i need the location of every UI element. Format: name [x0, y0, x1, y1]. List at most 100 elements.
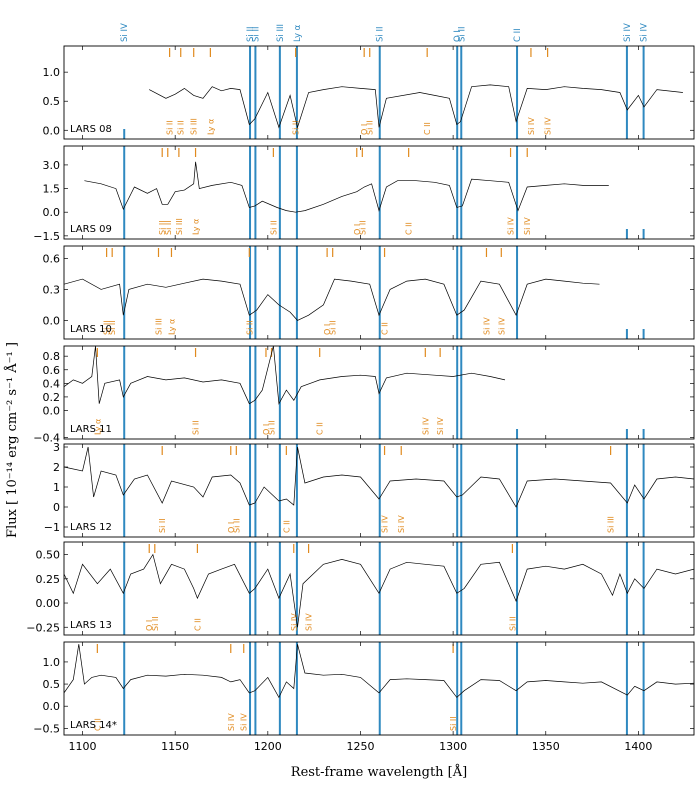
y-tick-label: 0.0	[43, 124, 61, 137]
y-tick-label: 0.0	[43, 700, 61, 713]
feature-label: Si II	[108, 320, 117, 335]
panel-frame	[63, 245, 695, 340]
feature-label: Si II	[269, 220, 278, 235]
x-tick-label: 1150	[161, 740, 189, 753]
y-tick-label: 0.25	[36, 573, 61, 586]
y-tick-label: 0.3	[43, 283, 61, 296]
feature-label: Si III	[607, 516, 616, 533]
feature-label: Ly α	[192, 219, 201, 235]
y-tick-label: 1	[53, 481, 60, 494]
panel-frame	[63, 443, 695, 538]
y-tick-label: 3.0	[43, 159, 61, 172]
y-tick-label: 0.0	[43, 314, 61, 327]
feature-label: C II	[193, 618, 202, 631]
panels: Si II Si II Si III Ly α Si II O ISi II C II Si …	[26, 45, 695, 736]
feature-label: C II	[423, 122, 432, 135]
feature-label: Si II	[177, 120, 186, 135]
y-tick-label: 0	[53, 501, 60, 514]
feature-label: Si IV	[544, 117, 553, 135]
feature-label: Si II	[508, 616, 517, 631]
feature-label: Si II	[158, 518, 167, 533]
feature-label: Si II	[449, 716, 458, 731]
spectrum-line	[84, 161, 609, 213]
y-tick-label: 0.6	[43, 252, 61, 265]
feature-label: Si IV	[240, 713, 249, 731]
panel-lars-11: Ly α Si II O ISi II C II Si IV Si IV−0.40.00.…	[33, 345, 695, 445]
y-tick-label: 0.5	[43, 95, 61, 108]
ism-top-label: Si III	[276, 24, 286, 42]
feature-label: Si III	[175, 218, 184, 235]
feature-label: Si IV	[227, 713, 236, 731]
panel-lars-12: Si II O ISi II C II Si IV Si IV Si III−10123L…	[44, 441, 695, 538]
feature-label: Si II	[358, 220, 367, 235]
feature-label: Si IV	[305, 613, 314, 631]
ism-top-label: O I	[453, 30, 463, 42]
feature-label: C II	[316, 422, 325, 435]
feature-label: Si II	[292, 120, 301, 135]
feature-label: Si II	[268, 420, 277, 435]
panel-name: LARS 13	[70, 620, 112, 631]
feature-label: C II	[405, 222, 414, 235]
y-tick-label: 0.00	[36, 597, 61, 610]
spectrum-line	[64, 644, 694, 699]
feature-label: O I	[262, 424, 271, 435]
feature-label: Si IV	[482, 317, 491, 335]
feature-label: Si IV	[290, 613, 299, 631]
feature-label: Ly α	[167, 319, 176, 335]
ism-top-label: C II	[513, 28, 523, 42]
y-tick-label: 0.4	[43, 377, 61, 390]
x-tick-label: 1200	[254, 740, 282, 753]
feature-label: Si IV	[381, 515, 390, 533]
y-tick-label: 1.0	[43, 66, 61, 79]
panel-frame	[63, 45, 695, 140]
feature-label: Si IV	[421, 417, 430, 435]
y-tick-label: −1.5	[33, 230, 60, 243]
ism-top-label: Ly α	[293, 24, 303, 42]
y-axis-title: Flux [ 10⁻¹⁴ erg cm⁻² s⁻¹ Å⁻¹ ]	[4, 342, 20, 538]
feature-label: Si IV	[523, 217, 532, 235]
panel-frame	[63, 541, 695, 636]
spectrum-line	[64, 446, 694, 508]
feature-label: Si II	[164, 220, 173, 235]
panel-frame	[63, 345, 695, 440]
panel-name: LARS 08	[70, 124, 112, 135]
ism-top-label: Si II	[457, 27, 467, 42]
feature-label: O I	[227, 522, 236, 533]
y-tick-label: −1	[44, 521, 60, 534]
panel-frame	[63, 641, 695, 736]
y-tick-label: −0.5	[33, 722, 60, 735]
feature-label: Ly α	[206, 119, 215, 135]
panel-lars-13: O ISi II C II Si IV Si IV Si II−0.250.000.25…	[26, 541, 695, 636]
feature-label: O I	[323, 324, 332, 335]
feature-label: Si II	[166, 120, 175, 135]
x-axis-title: Rest-frame wavelength [Å]	[291, 764, 467, 780]
panel-name: LARS 11	[70, 424, 112, 435]
y-tick-label: −0.4	[33, 432, 60, 445]
x-tick-label: 1400	[624, 740, 652, 753]
feature-label: Si II	[232, 518, 241, 533]
feature-label: Si II	[245, 320, 254, 335]
feature-label: O I	[145, 620, 154, 631]
spectrum-line	[149, 84, 683, 129]
panel-name: LARS 12	[70, 522, 112, 533]
x-tick-label: 1300	[439, 740, 467, 753]
feature-label: Si II	[103, 320, 112, 335]
ism-top-label: Si IV	[640, 23, 650, 42]
ism-top-label: Si IV	[623, 23, 633, 42]
panel-name: LARS 09	[70, 224, 112, 235]
panel-name: LARS 14*	[70, 720, 117, 731]
feature-label: C II	[282, 520, 291, 533]
panel-frame	[63, 145, 695, 240]
panel-lars-14-: C II Si IV Si IV Si II −0.5 0.0 0.5 1.0 LARS 14*	[33, 641, 695, 736]
x-tick-label: 1250	[346, 740, 374, 753]
y-tick-label: 0.2	[43, 391, 61, 404]
ism-top-label: Si II	[251, 27, 261, 42]
y-tick-label: 3	[53, 441, 60, 454]
spectrum-line	[64, 553, 694, 628]
y-tick-label: 0.8	[43, 350, 61, 363]
feature-label: Ly α	[93, 419, 102, 435]
feature-label: C II	[93, 718, 102, 731]
x-axis: 1100 1150 1200 1250 1300 1350 1400	[69, 740, 653, 753]
